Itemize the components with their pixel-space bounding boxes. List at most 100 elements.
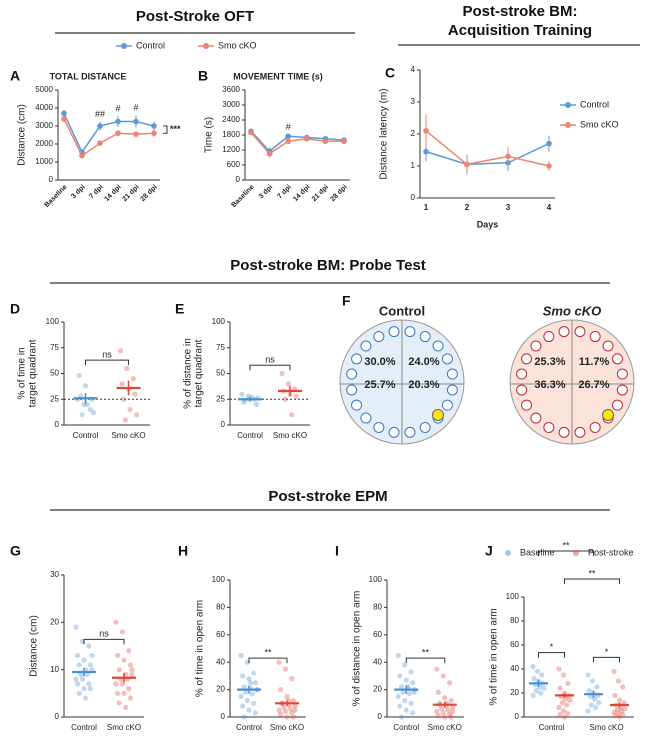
series-line [250, 132, 344, 155]
data-point [395, 652, 401, 658]
data-point [435, 713, 441, 719]
data-point [530, 692, 536, 699]
y-tick-label: 100 [212, 575, 226, 584]
data-point [402, 697, 408, 704]
data-point [557, 712, 563, 718]
data-point [129, 671, 135, 678]
start-hole [360, 412, 372, 424]
x-tick-label: Smo cKO [589, 723, 623, 732]
start-hole [521, 353, 533, 365]
x-tick-label: Control [237, 431, 263, 440]
data-point [75, 681, 81, 687]
x-tick-label: Control [539, 723, 565, 732]
data-point [442, 695, 448, 701]
y-tick-label: 60 [216, 630, 225, 639]
data-point [589, 678, 596, 684]
data-point [127, 662, 133, 668]
panel-letter: D [10, 301, 20, 317]
data-point [567, 697, 573, 703]
data-point [116, 700, 122, 706]
data-point [397, 703, 403, 709]
data-point [79, 412, 85, 418]
significance-label: ns [102, 349, 112, 359]
data-point [252, 680, 258, 686]
point [115, 130, 121, 136]
start-hole [616, 384, 628, 396]
data-point [122, 417, 128, 423]
start-hole [432, 340, 444, 352]
x-axis-label: Days [477, 219, 499, 229]
data-point [238, 652, 244, 658]
x-tick-label: Control [73, 431, 99, 440]
section-title: Post-stroke BM: Probe Test [230, 257, 426, 274]
data-point [410, 680, 416, 686]
data-point [73, 624, 79, 630]
significance-label: ns [265, 355, 275, 365]
data-point [612, 692, 618, 699]
x-tick-label: 28 dpi [139, 184, 158, 203]
data-point [556, 704, 562, 711]
start-hole [589, 331, 601, 343]
y-tick-label: 0 [221, 712, 226, 721]
start-hole [611, 353, 623, 365]
legend-marker [505, 550, 511, 556]
data-point [559, 700, 565, 706]
data-point [81, 686, 87, 692]
data-point [87, 406, 93, 413]
annotation: ## [95, 109, 105, 119]
annotation: # [115, 103, 120, 113]
legend-marker [565, 122, 571, 128]
point [97, 123, 103, 129]
legend-marker [573, 550, 579, 556]
data-point [119, 381, 125, 387]
x-tick-label: 7 dpi [276, 184, 293, 201]
data-point [620, 712, 626, 718]
y-axis-label: % of distance in open arm [352, 591, 363, 707]
y-axis-label: Distance (cm) [17, 104, 28, 166]
y-tick-label: 60 [373, 630, 382, 639]
data-point [76, 372, 82, 379]
x-tick-label: Smo cKO [111, 431, 145, 440]
data-point [533, 688, 539, 694]
point [341, 138, 347, 145]
series-line [63, 118, 155, 157]
data-point [251, 700, 257, 706]
legend-label: Post-stroke [588, 547, 634, 557]
data-point [448, 697, 454, 704]
data-point [293, 393, 299, 399]
start-hole [602, 340, 614, 352]
point [285, 138, 292, 145]
y-tick-label: 2000 [35, 139, 53, 148]
start-hole [543, 421, 555, 433]
series-line [425, 130, 550, 167]
legend-label: Smo cKO [580, 119, 619, 129]
significance-label: ** [264, 647, 272, 657]
point [61, 110, 67, 117]
panel-letter: A [10, 68, 20, 84]
panel-letter: F [342, 293, 351, 309]
data-point [616, 697, 623, 703]
x-tick-label: Control [236, 723, 262, 732]
data-point [397, 673, 403, 679]
data-point [240, 673, 246, 679]
data-point [123, 704, 129, 711]
data-point [534, 668, 541, 675]
point [61, 116, 67, 122]
significance-label: * [550, 642, 554, 652]
y-tick-label: 1 [411, 161, 416, 170]
data-point [127, 406, 133, 413]
x-tick-label: 1 [424, 203, 429, 212]
data-point [126, 648, 132, 654]
significance-bracket [83, 638, 125, 645]
data-point [596, 700, 602, 706]
data-point [121, 657, 127, 663]
data-point [615, 710, 622, 717]
data-point [435, 689, 441, 695]
start-hole [351, 399, 363, 411]
data-point [119, 629, 125, 635]
data-point [86, 681, 92, 687]
panel-letter: H [178, 543, 188, 559]
y-tick-label: 0 [55, 420, 60, 429]
data-point [282, 666, 288, 672]
start-hole [446, 384, 458, 396]
